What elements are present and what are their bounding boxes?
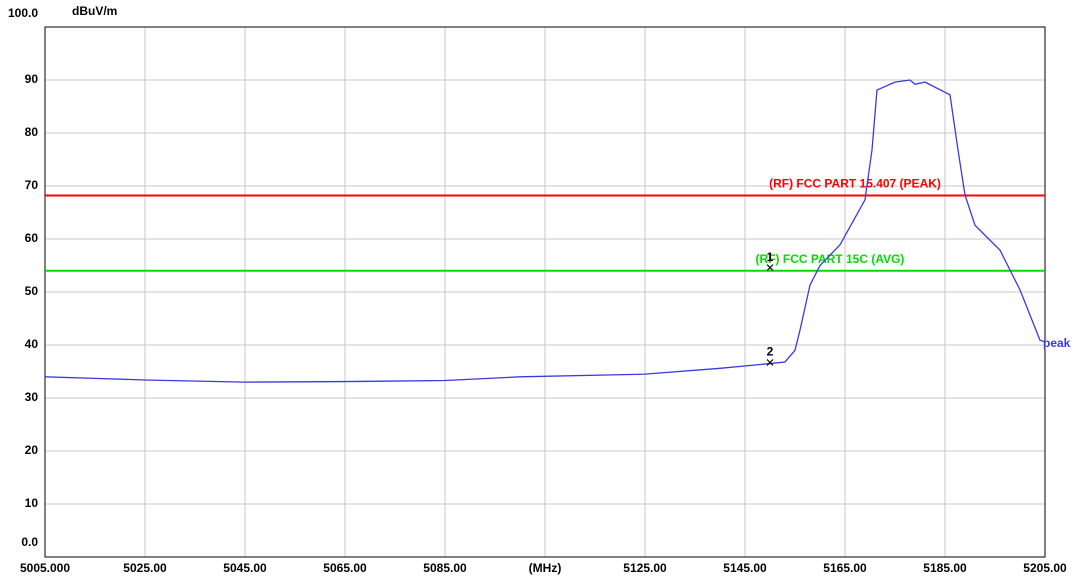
x-tick-label: 5005.000 (20, 561, 70, 575)
x-tick-label: 5065.00 (323, 561, 367, 575)
y-axis-label: dBuV/m (72, 4, 117, 18)
x-tick-label: 5185.00 (923, 561, 967, 575)
x-tick-label: 5145.00 (723, 561, 767, 575)
marker-label: 2 (767, 345, 774, 359)
y-tick-label: 100.0 (8, 6, 38, 20)
x-tick-label: 5025.00 (123, 561, 167, 575)
x-tick-label: 5205.00 (1023, 561, 1067, 575)
limit-label: (RF) FCC PART 15.407 (PEAK) (769, 177, 941, 191)
y-tick-label: 0.0 (21, 535, 38, 549)
y-tick-label: 70 (25, 178, 39, 192)
y-tick-label: 90 (25, 72, 39, 86)
marker-label: 1 (767, 250, 774, 264)
trace (44, 79, 1046, 383)
x-tick-label: 5045.00 (223, 561, 267, 575)
y-tick-label: 50 (25, 284, 39, 298)
x-tick-label: 5085.00 (423, 561, 467, 575)
limit-label: (RF) FCC PART 15C (AVG) (756, 252, 905, 266)
y-tick-label: 80 (25, 125, 39, 139)
y-tick-label: 40 (25, 337, 39, 351)
x-tick-label: 5125.00 (623, 561, 667, 575)
y-tick-label: 60 (25, 231, 39, 245)
x-tick-label: (MHz) (529, 561, 562, 575)
series-label: peak (1043, 336, 1071, 350)
y-tick-label: 30 (25, 390, 39, 404)
plot-area (44, 26, 1046, 558)
x-tick-label: 5165.00 (823, 561, 867, 575)
y-tick-label: 10 (25, 496, 39, 510)
y-tick-label: 20 (25, 443, 39, 457)
marker (766, 359, 774, 366)
marker (766, 264, 774, 272)
